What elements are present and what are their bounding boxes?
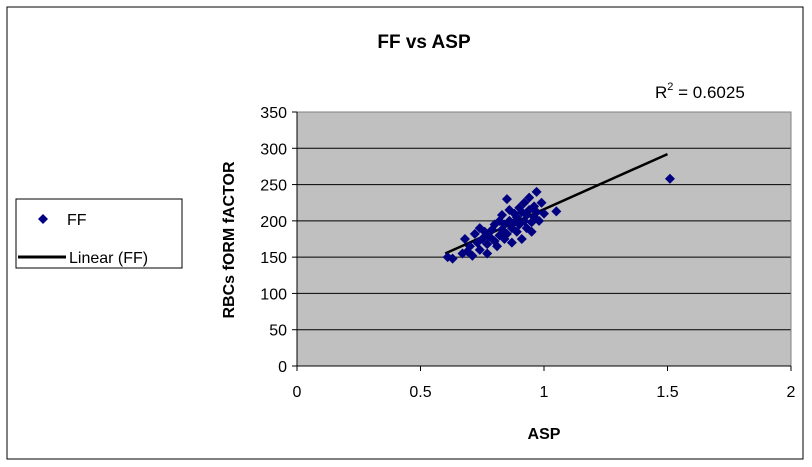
data-point-19 bbox=[492, 241, 503, 252]
data-point-23 bbox=[497, 210, 508, 221]
y-axis-ticks: 0 50 100 150 200 250 300 350 bbox=[260, 105, 297, 376]
y-tick-label-0: 0 bbox=[278, 359, 287, 376]
legend: FF Linear (FF) bbox=[15, 198, 183, 269]
r-squared-exponent: 2 bbox=[667, 81, 673, 93]
y-tick-label-1: 50 bbox=[269, 323, 287, 340]
x-tick-label-3: 1.5 bbox=[656, 384, 678, 401]
data-point-38 bbox=[516, 234, 527, 244]
data-point-31 bbox=[506, 237, 517, 248]
data-point-52 bbox=[534, 215, 545, 226]
data-point-27 bbox=[501, 228, 512, 239]
data-point-53 bbox=[536, 197, 547, 208]
data-point-5 bbox=[464, 241, 475, 252]
data-point-50 bbox=[531, 186, 542, 197]
x-axis-ticks: 0 0.5 1 1.5 2 bbox=[293, 366, 796, 401]
x-tick-label-2: 1 bbox=[540, 384, 549, 401]
y-tick-label-5: 250 bbox=[260, 178, 287, 195]
y-tick-label-2: 100 bbox=[260, 286, 287, 303]
r-squared-annotation: R2 = 0.6025 bbox=[655, 81, 745, 102]
chart-title: FF vs ASP bbox=[377, 32, 471, 53]
y-tick-label-7: 350 bbox=[260, 105, 287, 122]
y-axis-label: RBCs fORM fACTOR bbox=[221, 161, 238, 318]
data-point-7 bbox=[469, 228, 480, 239]
legend-label-ff: FF bbox=[67, 212, 87, 229]
data-point-41 bbox=[519, 197, 530, 208]
x-axis-label: ASP bbox=[528, 426, 561, 443]
x-tick-label-4: 2 bbox=[787, 384, 796, 401]
x-tick-label-1: 0.5 bbox=[409, 384, 431, 401]
y-tick-label-6: 300 bbox=[260, 141, 287, 158]
r-squared-value: = 0.6025 bbox=[673, 83, 744, 102]
data-point-12 bbox=[479, 226, 490, 237]
points-layer bbox=[442, 173, 675, 264]
data-point-45 bbox=[524, 192, 535, 203]
x-tick-label-0: 0 bbox=[293, 384, 302, 401]
data-point-13 bbox=[482, 248, 493, 259]
y-tick-label-3: 150 bbox=[260, 250, 287, 267]
data-point-56 bbox=[664, 173, 675, 184]
y-tick-label-4: 200 bbox=[260, 214, 287, 231]
plot-area bbox=[297, 112, 791, 366]
data-point-1 bbox=[447, 253, 458, 264]
legend-marker-ff bbox=[38, 214, 48, 224]
data-point-54 bbox=[539, 208, 549, 219]
legend-label-linear: Linear (FF) bbox=[69, 250, 148, 267]
data-point-51 bbox=[531, 207, 542, 218]
data-point-26 bbox=[501, 194, 512, 205]
data-point-47 bbox=[526, 226, 537, 237]
data-point-6 bbox=[467, 250, 478, 261]
data-point-10 bbox=[474, 244, 485, 255]
data-point-55 bbox=[551, 206, 562, 217]
data-point-3 bbox=[459, 234, 470, 244]
gridlines bbox=[297, 111, 791, 331]
r-squared-label: R bbox=[655, 83, 667, 102]
